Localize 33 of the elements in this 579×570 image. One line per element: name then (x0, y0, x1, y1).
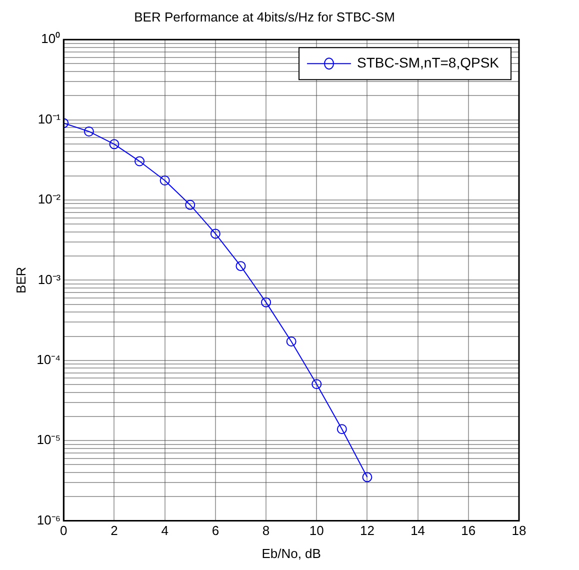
point (286, 336, 296, 347)
x-tick-label: 10 (309, 523, 324, 538)
x-tick-label: 4 (161, 523, 168, 538)
x-axis-title: Eb/No, dB (262, 546, 321, 561)
y-tick-label: 10⁻⁶ (36, 512, 61, 528)
x-tick-label: 16 (461, 523, 476, 538)
x-tick-label: 18 (512, 523, 526, 538)
chart-title: BER Performance at 4bits/s/Hz for STBC-SM (134, 9, 395, 24)
point (109, 139, 120, 150)
point (336, 424, 347, 434)
y-tick-label: 10⁻⁴ (36, 352, 61, 367)
legend-label: STBC-SM,nT=8,QPSK (357, 54, 500, 70)
point (312, 379, 322, 390)
point (134, 156, 145, 166)
x-tick-label: 14 (410, 523, 426, 538)
point (261, 297, 272, 308)
y-axis-title: BER (13, 266, 28, 294)
y-tick-label: 10⁻² (38, 192, 62, 207)
x-tick-label: 12 (360, 523, 374, 538)
y-tick-label: 10⁻⁵ (36, 432, 61, 448)
point (362, 472, 372, 482)
point (185, 200, 196, 210)
point (236, 261, 246, 272)
point (210, 228, 220, 239)
x-tick-label: 8 (262, 523, 270, 538)
x-tick-label: 2 (110, 523, 118, 538)
point (84, 126, 94, 136)
point (160, 176, 170, 186)
y-tick-label: 10⁻¹ (38, 111, 62, 126)
y-tick-label: 10⁰ (41, 31, 61, 46)
y-tick-label: 10⁻³ (38, 272, 62, 287)
x-tick-label: 0 (60, 523, 68, 538)
x-tick-label: 6 (212, 523, 220, 538)
